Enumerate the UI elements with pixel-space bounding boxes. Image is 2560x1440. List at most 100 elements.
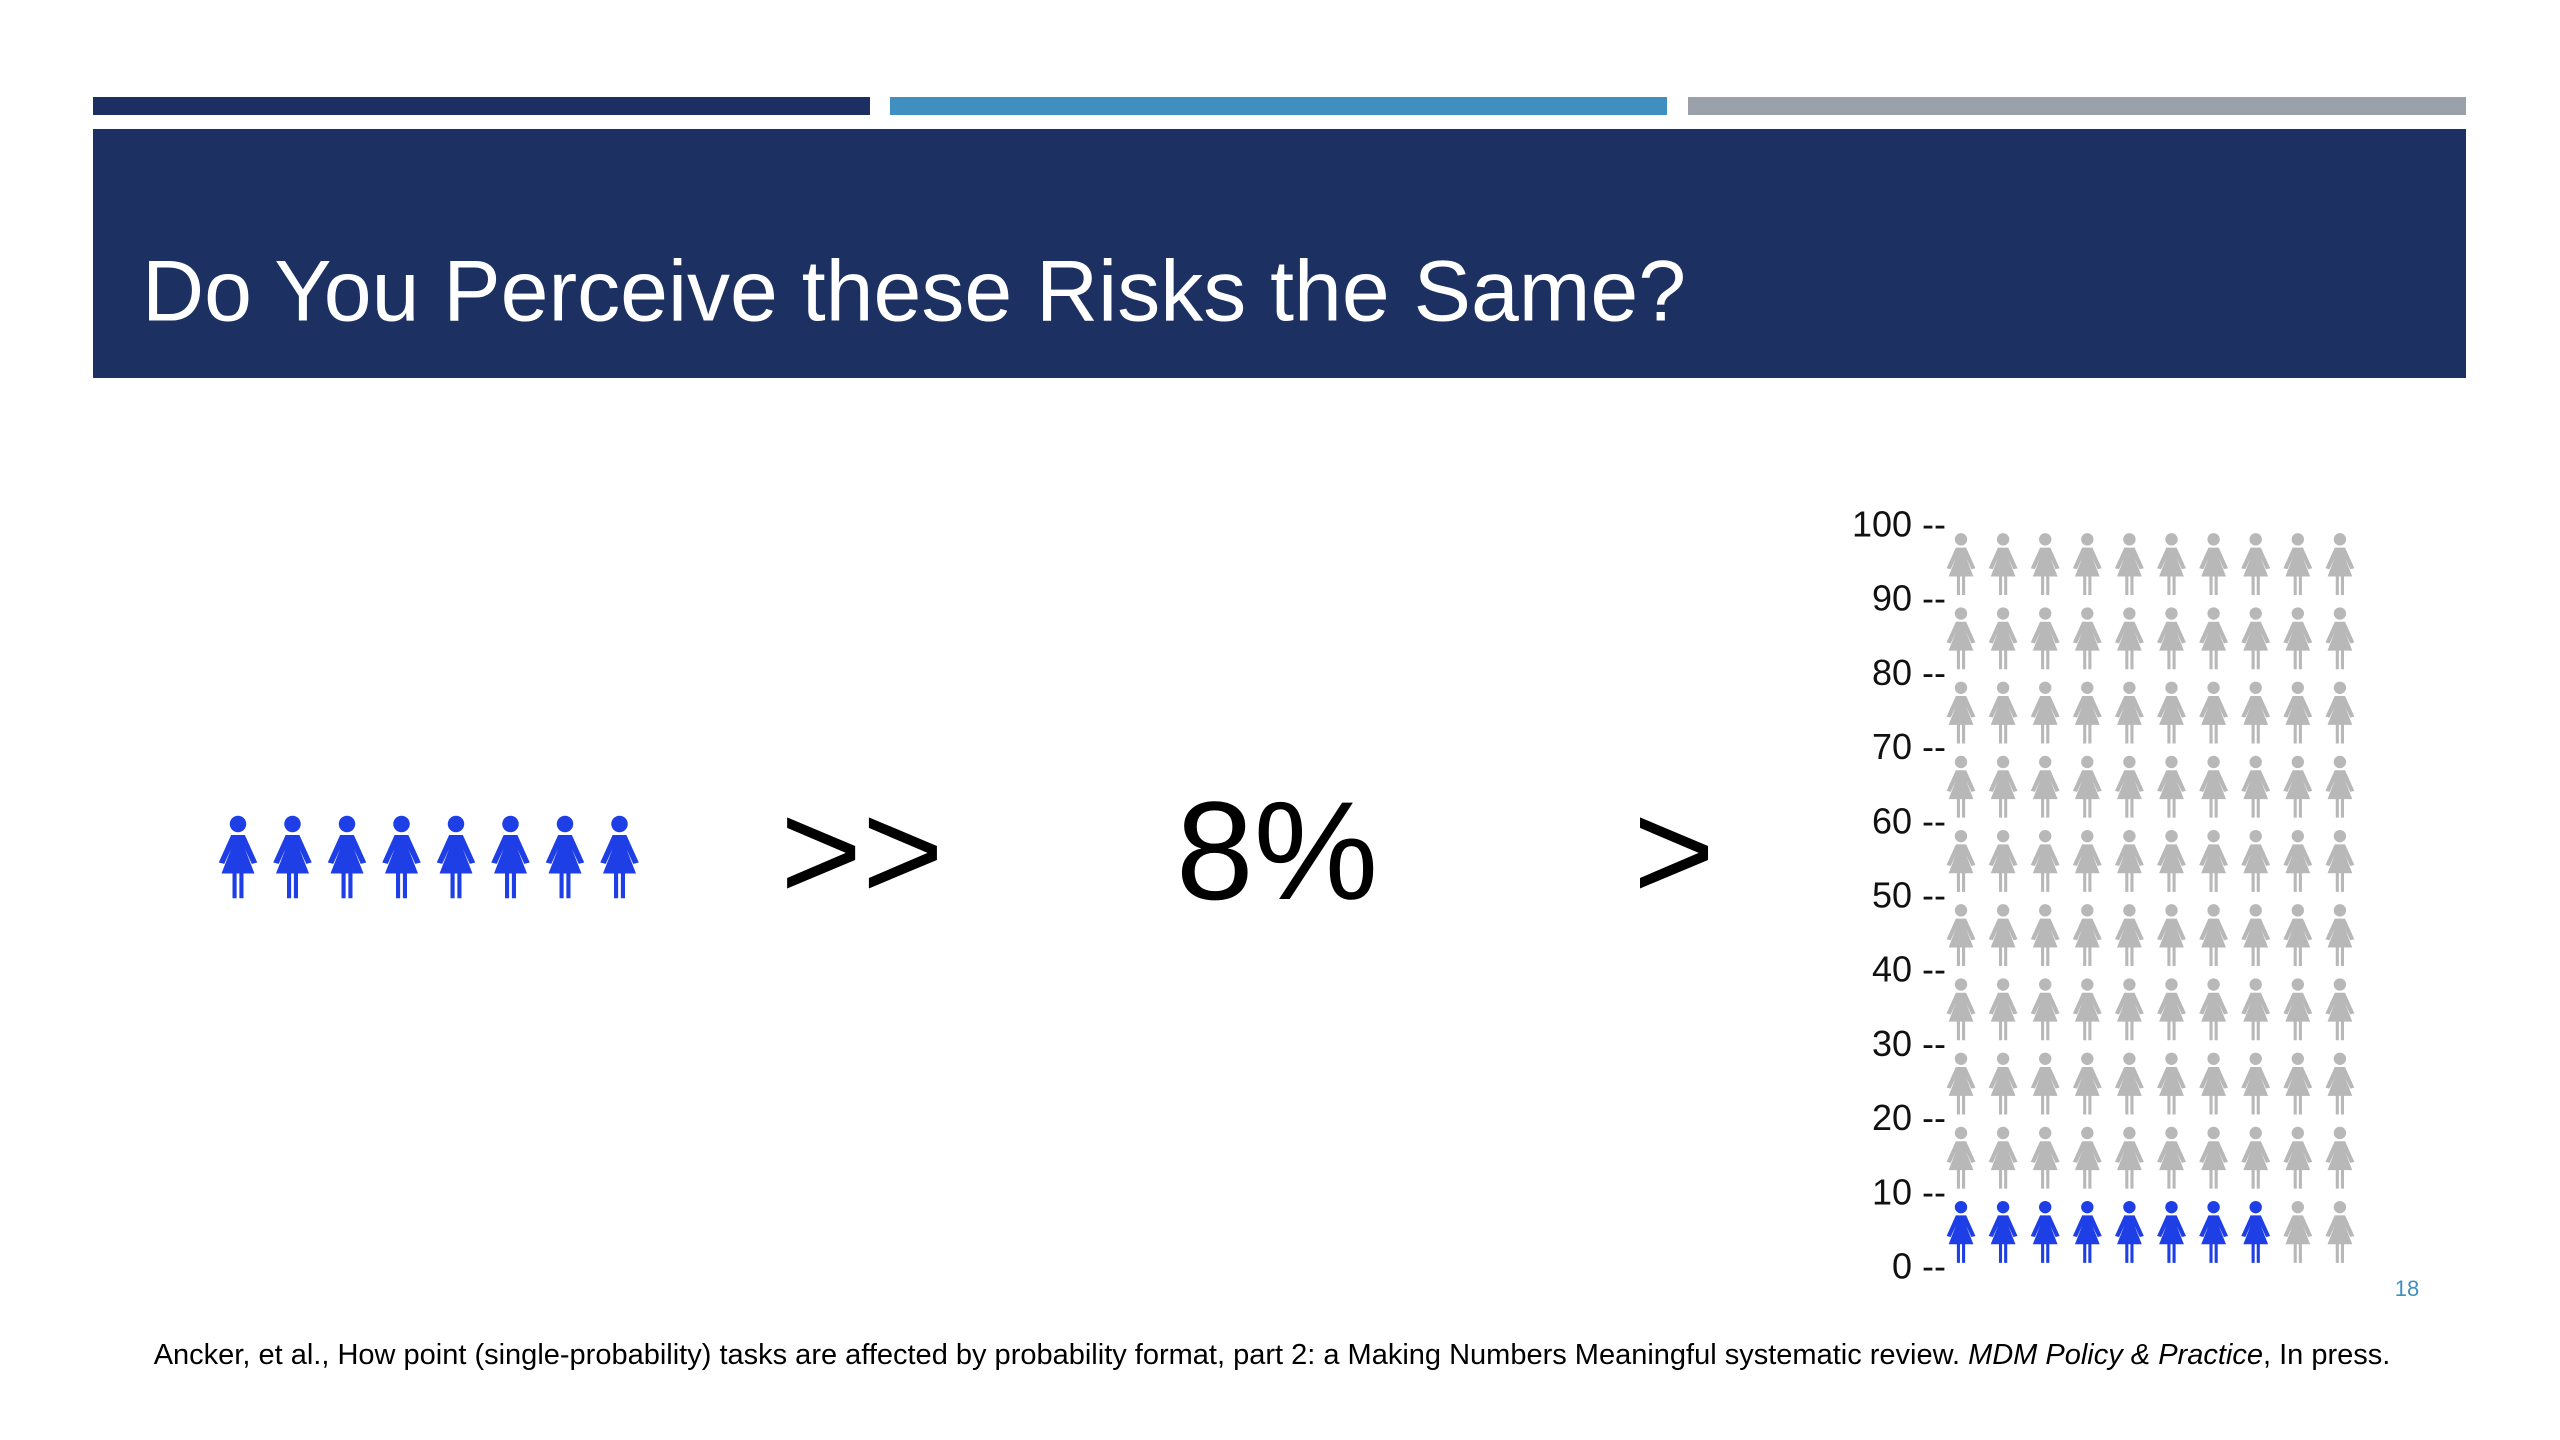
person-icon bbox=[1988, 755, 2018, 818]
citation-text: Ancker, et al., How point (single-probab… bbox=[154, 1339, 1968, 1371]
person-icon bbox=[1988, 681, 2018, 744]
person-icon bbox=[2114, 607, 2144, 670]
person-icon bbox=[2030, 1052, 2060, 1115]
person-icon bbox=[2325, 533, 2355, 596]
person-icon bbox=[2030, 755, 2060, 818]
person-icon bbox=[2157, 1126, 2186, 1189]
person-icon bbox=[2072, 978, 2102, 1041]
person-icon bbox=[2325, 681, 2355, 744]
person-icon bbox=[2241, 978, 2271, 1041]
person-icon bbox=[2199, 904, 2229, 967]
person-icon bbox=[2114, 755, 2144, 818]
person-icon bbox=[545, 815, 585, 899]
person-icon bbox=[2030, 1200, 2060, 1263]
person-icon bbox=[1946, 1126, 1976, 1189]
person-icon bbox=[1988, 978, 2018, 1041]
citation: Ancker, et al., How point (single-probab… bbox=[154, 1339, 2391, 1371]
person-icon bbox=[2325, 1200, 2355, 1263]
person-icon bbox=[1946, 755, 1976, 818]
person-icon bbox=[1988, 904, 2018, 967]
person-icon bbox=[2283, 755, 2313, 818]
citation-tail: , In press. bbox=[2263, 1339, 2390, 1371]
person-icon bbox=[2283, 533, 2313, 596]
person-icon bbox=[2114, 904, 2144, 967]
person-icon bbox=[2157, 1200, 2186, 1263]
person-icon bbox=[2157, 533, 2186, 596]
person-icon bbox=[2157, 904, 2186, 967]
person-icon bbox=[2283, 829, 2313, 892]
person-icon bbox=[2325, 755, 2355, 818]
person-icon bbox=[2199, 1126, 2229, 1189]
person-icon bbox=[1988, 533, 2018, 596]
slide-title: Do You Perceive these Risks the Same? bbox=[142, 244, 1686, 340]
person-icon bbox=[2114, 533, 2144, 596]
person-icon bbox=[2241, 607, 2271, 670]
person-icon bbox=[2114, 978, 2144, 1041]
person-icon bbox=[382, 815, 421, 899]
person-icon bbox=[2114, 681, 2144, 744]
accent-bar bbox=[890, 97, 1667, 115]
person-icon bbox=[2072, 1052, 2102, 1115]
person-icon bbox=[2157, 681, 2186, 744]
person-icon bbox=[2114, 1126, 2144, 1189]
person-icon bbox=[2072, 755, 2102, 818]
person-icon bbox=[2199, 681, 2229, 744]
person-icon bbox=[491, 815, 530, 899]
person-icon bbox=[2157, 607, 2186, 670]
y-tick-label: 70 -- bbox=[1872, 726, 1946, 767]
person-icon bbox=[2283, 904, 2313, 967]
person-icon bbox=[2241, 1052, 2271, 1115]
person-icon bbox=[2325, 1126, 2355, 1189]
person-icon bbox=[2072, 533, 2102, 596]
person-icon bbox=[273, 815, 312, 899]
comparison: >> bbox=[780, 772, 944, 929]
person-icon bbox=[2283, 1052, 2313, 1115]
person-icon bbox=[2114, 829, 2144, 892]
person-icon bbox=[2157, 978, 2186, 1041]
icon-row bbox=[218, 815, 639, 899]
person-icon bbox=[2199, 1200, 2229, 1263]
person-icon bbox=[2030, 533, 2060, 596]
person-icon bbox=[1988, 1200, 2018, 1263]
percentage: 8% bbox=[1176, 772, 1378, 929]
person-icon bbox=[600, 815, 639, 899]
citation-journal: MDM Policy & Practice bbox=[1968, 1339, 2263, 1371]
person-icon bbox=[1988, 829, 2018, 892]
person-icon bbox=[2283, 607, 2313, 670]
y-tick-label: 20 -- bbox=[1872, 1097, 1946, 1138]
person-icon bbox=[1946, 533, 1976, 596]
person-icon bbox=[1946, 1052, 1976, 1115]
person-icon bbox=[2199, 533, 2229, 596]
y-tick-label: 100 -- bbox=[1852, 504, 1946, 545]
person-icon bbox=[2283, 978, 2313, 1041]
person-icon bbox=[218, 815, 258, 899]
person-icon bbox=[1988, 1052, 2018, 1115]
person-icon bbox=[2072, 904, 2102, 967]
comparison: > bbox=[1633, 772, 1715, 929]
person-icon bbox=[1946, 829, 1976, 892]
accent-bar bbox=[1688, 97, 2466, 115]
person-icon bbox=[2241, 1126, 2271, 1189]
person-icon bbox=[2241, 755, 2271, 818]
person-icon bbox=[2157, 829, 2186, 892]
person-icon bbox=[2072, 1126, 2102, 1189]
y-tick-label: 10 -- bbox=[1872, 1171, 1946, 1212]
y-tick-label: 60 -- bbox=[1872, 800, 1946, 841]
person-icon bbox=[2283, 681, 2313, 744]
person-icon bbox=[2030, 681, 2060, 744]
person-icon bbox=[2325, 1052, 2355, 1115]
person-icon bbox=[2030, 1126, 2060, 1189]
person-icon bbox=[2199, 978, 2229, 1041]
person-icon bbox=[2030, 904, 2060, 967]
person-icon bbox=[2325, 904, 2355, 967]
person-icon bbox=[2114, 1200, 2144, 1263]
person-icon bbox=[436, 815, 476, 899]
person-icon bbox=[2325, 978, 2355, 1041]
person-icon bbox=[2199, 829, 2229, 892]
person-icon bbox=[2072, 681, 2102, 744]
person-icon bbox=[2199, 1052, 2229, 1115]
y-tick-label: 80 -- bbox=[1872, 652, 1946, 693]
person-icon bbox=[327, 815, 367, 899]
person-icon bbox=[2030, 607, 2060, 670]
